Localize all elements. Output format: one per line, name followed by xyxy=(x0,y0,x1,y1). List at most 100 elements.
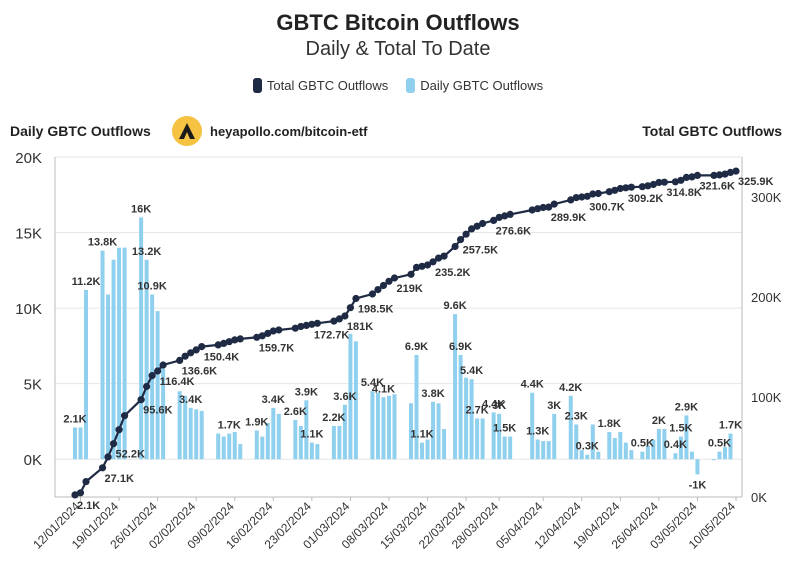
bar-data-label: 4.4K xyxy=(482,398,505,410)
bar-data-label: 1.9K xyxy=(245,417,268,429)
line-point xyxy=(297,322,305,331)
bar-data-label: 16K xyxy=(131,203,151,215)
bar xyxy=(265,422,270,460)
bar xyxy=(420,442,425,460)
bar xyxy=(491,412,496,460)
line-point xyxy=(418,262,426,270)
bar xyxy=(530,392,535,460)
bar xyxy=(640,451,645,460)
bar-data-label: 4.2K xyxy=(559,382,582,394)
bar xyxy=(722,447,727,460)
bar xyxy=(216,433,221,460)
bar xyxy=(623,442,628,460)
bar xyxy=(414,354,419,460)
bar xyxy=(579,450,584,460)
left-axis-title: Daily GBTC Outflows xyxy=(10,123,151,139)
bar-data-label: 5.4K xyxy=(460,365,483,377)
line-point xyxy=(550,200,558,208)
line-point xyxy=(715,171,724,179)
line-point xyxy=(479,219,487,228)
line-point xyxy=(71,491,79,499)
bar xyxy=(508,436,513,460)
bar xyxy=(673,453,678,460)
line-data-label: 2.1K xyxy=(77,500,100,512)
line-point xyxy=(192,346,200,354)
line-point xyxy=(638,183,646,191)
line-point xyxy=(236,335,244,343)
bar xyxy=(585,454,590,460)
right-tick-label: 100K xyxy=(751,390,782,405)
bar-data-label: 3.9K xyxy=(295,386,318,398)
legend-item-total[interactable]: Total GBTC Outflows xyxy=(252,78,388,93)
bar xyxy=(711,459,716,461)
line-point xyxy=(490,216,498,224)
line-point xyxy=(275,326,283,334)
bar xyxy=(298,425,303,460)
bar xyxy=(106,294,111,460)
bar xyxy=(574,424,579,460)
line-point xyxy=(429,258,437,266)
line-data-label: 309.2K xyxy=(628,193,664,205)
bar xyxy=(144,259,149,460)
bar xyxy=(662,429,667,460)
right-tick-label: 300K xyxy=(751,190,782,205)
line-point xyxy=(539,203,547,212)
bar xyxy=(370,391,375,460)
bar xyxy=(464,377,469,460)
bar xyxy=(431,401,436,460)
line-data-label: 136.6K xyxy=(182,365,218,377)
line-point xyxy=(583,192,591,200)
brand-url: heyapollo.com/bitcoin-etf xyxy=(210,123,368,139)
bar xyxy=(348,333,353,460)
bar-data-label: 1.1K xyxy=(300,429,323,441)
line-point xyxy=(594,189,602,198)
line-point xyxy=(269,327,277,335)
line-point xyxy=(82,478,90,486)
bar-data-label: 1.3K xyxy=(526,426,549,438)
bar xyxy=(386,395,391,460)
line-point xyxy=(341,312,349,320)
bar xyxy=(469,379,474,460)
bar xyxy=(111,259,116,460)
bar xyxy=(590,424,595,460)
line-point xyxy=(682,173,691,181)
bar xyxy=(155,311,160,460)
line-data-label: 276.6K xyxy=(496,225,532,237)
line-point xyxy=(655,178,663,187)
line-point xyxy=(671,178,680,186)
line-point xyxy=(258,332,266,340)
bar xyxy=(502,436,507,460)
bar-data-label: 10.9K xyxy=(137,281,166,293)
line-point xyxy=(181,352,189,360)
line-point xyxy=(385,277,393,285)
legend-swatch-daily xyxy=(406,78,416,93)
line-point xyxy=(644,182,652,190)
line-point xyxy=(451,242,459,251)
left-tick-label: 20K xyxy=(15,150,42,167)
line-point xyxy=(501,212,509,220)
bar xyxy=(645,445,650,460)
line-point xyxy=(468,225,476,233)
line-point xyxy=(423,261,432,269)
bar xyxy=(304,400,309,460)
line-point xyxy=(104,453,112,461)
bar-data-label: 0.5K xyxy=(631,438,654,450)
bar xyxy=(199,410,204,460)
bar xyxy=(337,425,342,460)
bar xyxy=(293,419,298,460)
legend-item-daily[interactable]: Daily GBTC Outflows xyxy=(406,78,543,93)
line-point xyxy=(660,178,668,186)
bar xyxy=(568,395,573,460)
bar xyxy=(629,450,634,460)
line-point xyxy=(313,319,321,327)
line-data-label: 257.5K xyxy=(463,245,499,257)
line-point xyxy=(473,222,481,230)
line-point xyxy=(225,338,233,346)
bar xyxy=(607,432,612,460)
line-point xyxy=(506,210,514,218)
line-point xyxy=(120,412,129,420)
bar-data-label: 2.2K xyxy=(322,412,345,424)
line-point xyxy=(567,196,575,204)
